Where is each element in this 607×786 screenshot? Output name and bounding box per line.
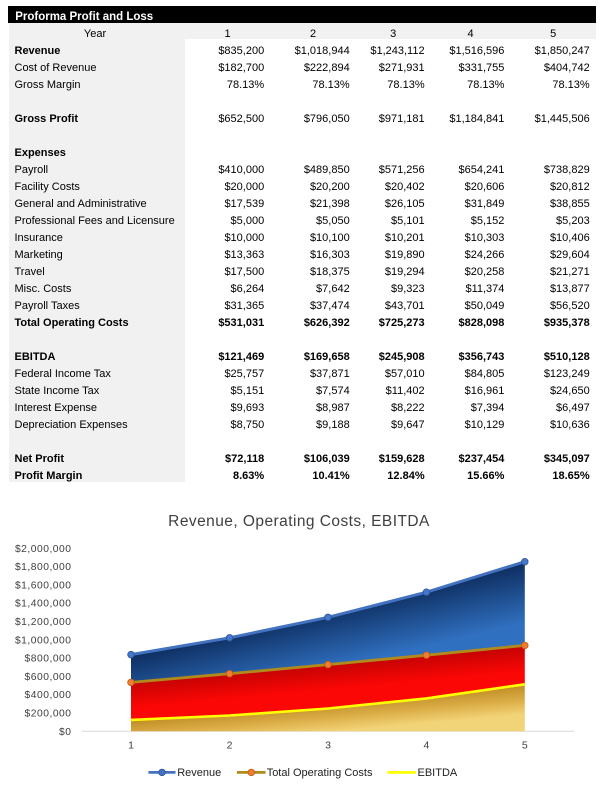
svg-text:$1,000,000: $1,000,000 (15, 635, 72, 646)
svg-text:Revenue, Operating Costs, EBIT: Revenue, Operating Costs, EBITDA (168, 513, 430, 530)
svg-text:EBITDA: EBITDA (418, 767, 458, 779)
svg-text:$200,000: $200,000 (25, 709, 72, 720)
svg-text:2: 2 (227, 740, 233, 752)
svg-text:$600,000: $600,000 (25, 672, 72, 683)
svg-text:$1,400,000: $1,400,000 (15, 599, 72, 610)
svg-text:Total Operating Costs: Total Operating Costs (267, 767, 373, 779)
svg-text:5: 5 (522, 740, 528, 752)
svg-text:$400,000: $400,000 (25, 690, 72, 701)
svg-text:3: 3 (325, 740, 331, 752)
svg-text:$1,200,000: $1,200,000 (15, 617, 72, 628)
svg-text:$800,000: $800,000 (25, 654, 72, 665)
svg-text:1: 1 (128, 740, 134, 752)
svg-text:4: 4 (423, 740, 429, 752)
svg-text:$1,600,000: $1,600,000 (15, 580, 72, 591)
svg-text:$1,800,000: $1,800,000 (15, 562, 72, 573)
svg-text:Revenue: Revenue (177, 767, 221, 779)
svg-text:$2,000,000: $2,000,000 (15, 544, 72, 555)
svg-text:$0: $0 (59, 727, 71, 738)
